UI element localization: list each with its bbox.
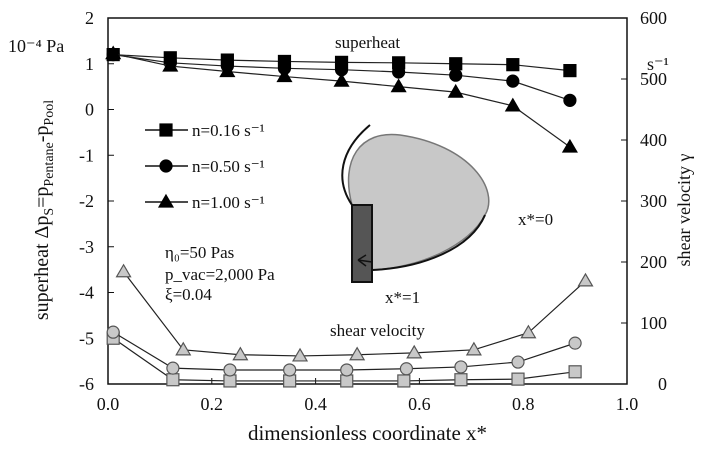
marker bbox=[506, 58, 520, 72]
y-tick-label: -4 bbox=[79, 283, 94, 303]
marker bbox=[276, 68, 293, 83]
x-tick-label: 0.2 bbox=[201, 394, 224, 414]
marker bbox=[291, 347, 309, 362]
marker bbox=[283, 374, 297, 388]
marker bbox=[333, 72, 350, 87]
marker bbox=[340, 374, 354, 388]
legend-label: n=0.16 s⁻¹ bbox=[192, 121, 265, 140]
y-tick-label: -6 bbox=[79, 374, 94, 394]
annotation: x*=1 bbox=[385, 288, 420, 307]
annotation: shear velocity bbox=[330, 321, 425, 340]
y2-tick-label: 100 bbox=[640, 313, 667, 333]
marker bbox=[511, 372, 525, 386]
marker bbox=[449, 57, 463, 71]
marker bbox=[392, 65, 406, 79]
y-axis-label-part: Pentane bbox=[42, 142, 57, 186]
y-tick-label: -2 bbox=[79, 191, 94, 211]
marker bbox=[563, 93, 577, 107]
marker bbox=[105, 45, 122, 60]
marker bbox=[511, 355, 525, 369]
y-axis-label-part: S bbox=[42, 208, 57, 216]
marker bbox=[397, 374, 411, 388]
marker bbox=[166, 361, 180, 375]
marker bbox=[223, 374, 237, 388]
y-tick-label: 1 bbox=[85, 54, 94, 74]
y-tick-label: 2 bbox=[85, 8, 94, 28]
annotation: p_vac=2,000 Pa bbox=[165, 265, 275, 284]
y2-tick-label: 600 bbox=[640, 8, 667, 28]
y-tick-label: -3 bbox=[79, 237, 94, 257]
marker bbox=[162, 57, 179, 72]
marker bbox=[447, 83, 464, 98]
y-axis-label-part: -p bbox=[31, 126, 53, 143]
y-axis-label-part: superheat Δp bbox=[31, 216, 53, 321]
marker bbox=[504, 97, 521, 112]
marker bbox=[520, 324, 537, 339]
y-axis-label-part: Pool bbox=[42, 100, 57, 126]
marker bbox=[283, 363, 297, 377]
y-tick-label: -5 bbox=[79, 328, 94, 348]
annotation: x*=0 bbox=[518, 210, 553, 229]
marker bbox=[159, 123, 173, 137]
marker bbox=[349, 346, 366, 361]
x-tick-label: 0.0 bbox=[97, 394, 120, 414]
inset-diagram bbox=[341, 124, 490, 283]
y2-unit: s⁻¹ bbox=[647, 54, 669, 74]
x-axis-label: dimensionless coordinate x* bbox=[248, 421, 487, 445]
annotation: superheat bbox=[335, 33, 400, 52]
marker bbox=[232, 346, 249, 361]
marker bbox=[454, 373, 468, 387]
y-tick-label: -1 bbox=[79, 145, 94, 165]
marker bbox=[159, 159, 173, 173]
marker bbox=[577, 272, 594, 287]
marker bbox=[115, 263, 132, 278]
marker bbox=[390, 78, 407, 93]
marker bbox=[449, 68, 463, 82]
y2-tick-label: 200 bbox=[640, 252, 667, 272]
marker bbox=[399, 362, 414, 376]
marker bbox=[106, 325, 120, 339]
marker bbox=[568, 365, 582, 379]
marker bbox=[563, 64, 577, 78]
marker bbox=[340, 363, 354, 377]
marker bbox=[223, 363, 237, 377]
x-tick-label: 0.6 bbox=[408, 394, 431, 414]
marker bbox=[175, 341, 192, 356]
y-axis-label-part: =p bbox=[31, 187, 53, 208]
marker bbox=[166, 373, 180, 387]
legend-label: n=1.00 s⁻¹ bbox=[192, 193, 265, 212]
annotation: ξ=0.04 bbox=[165, 285, 212, 304]
y2-tick-label: 400 bbox=[640, 130, 667, 150]
y2-tick-label: 0 bbox=[658, 374, 667, 394]
x-tick-label: 0.4 bbox=[304, 394, 327, 414]
marker bbox=[561, 138, 578, 153]
y-unit: 10⁻⁴ Pa bbox=[8, 36, 64, 56]
marker bbox=[465, 341, 482, 356]
y2-tick-label: 300 bbox=[640, 191, 667, 211]
annotation: η₀=50 Pas bbox=[165, 243, 234, 262]
marker bbox=[506, 74, 520, 88]
marker bbox=[406, 344, 423, 359]
marker bbox=[157, 193, 175, 208]
y2-tick-label: 500 bbox=[640, 69, 667, 89]
y2-axis-label: shear velocity γ bbox=[674, 154, 694, 267]
legend-label: n=0.50 s⁻¹ bbox=[192, 157, 265, 176]
y-tick-label: 0 bbox=[85, 100, 94, 120]
x-tick-label: 1.0 bbox=[616, 394, 639, 414]
marker bbox=[219, 63, 236, 78]
marker bbox=[454, 360, 468, 374]
marker bbox=[568, 336, 582, 350]
x-tick-label: 0.8 bbox=[512, 394, 535, 414]
y-axis-label: superheat ΔpS=pPentane-pPool bbox=[31, 100, 57, 320]
